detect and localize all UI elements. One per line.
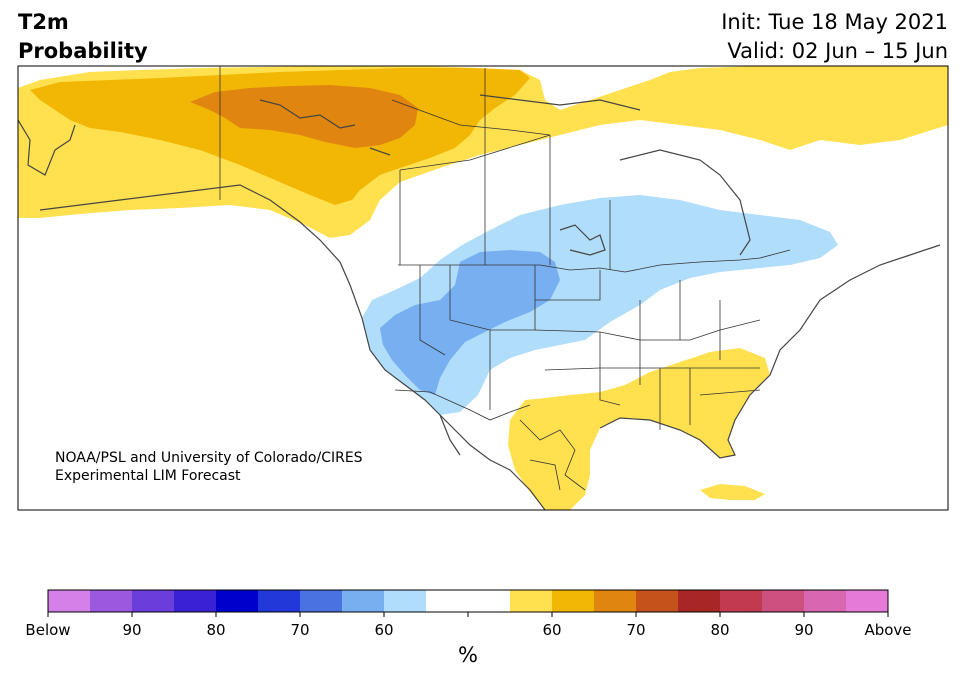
colorbar-ticks: Below 90 80 70 60 60 70 80 90 Above (25, 612, 912, 639)
colorbar-tick-label: 60 (374, 621, 393, 639)
variable-label: T2m (18, 10, 69, 34)
colorbar-swatch (636, 590, 679, 612)
colorbar-swatch (846, 590, 889, 612)
product-label: Probability (18, 39, 148, 63)
colorbar-swatch (90, 590, 133, 612)
above-normal-region-caribbean (700, 484, 765, 500)
colorbar-swatch (132, 590, 175, 612)
colorbar-tick-label: Below (25, 621, 70, 639)
colorbar-swatch (300, 590, 343, 612)
above-normal-region-greenland (830, 66, 948, 128)
data-credit: NOAA/PSL and University of Colorado/CIRE… (55, 449, 363, 485)
valid-range: Valid: 02 Jun – 15 Jun (727, 39, 948, 63)
political-boundaries (219, 66, 791, 491)
colorbar-tick-label: 60 (542, 621, 561, 639)
colorbar-tick-label: 90 (794, 621, 813, 639)
probability-map (17, 65, 949, 511)
colorbar-tick-label: 90 (122, 621, 141, 639)
colorbar-swatch (258, 590, 301, 612)
credit-line-2: Experimental LIM Forecast (55, 468, 241, 484)
colorbar-tick-label: Above (864, 621, 911, 639)
colorbar-tick-label: 80 (710, 621, 729, 639)
colorbar-swatch (384, 590, 427, 612)
colorbar-tick-label: 70 (626, 621, 645, 639)
colorbar-swatch (426, 590, 469, 612)
above-normal-region-northwest-dark (190, 85, 418, 148)
colorbar: Below 90 80 70 60 60 70 80 90 Above (25, 589, 912, 639)
above-normal-region-southeast (508, 348, 770, 510)
colorbar-swatch (678, 590, 721, 612)
colorbar-swatch (594, 590, 637, 612)
colorbar-swatch (342, 590, 385, 612)
colorbar-swatch (510, 590, 553, 612)
below-normal-region-light (362, 195, 838, 415)
below-normal-region-medium (380, 250, 560, 395)
colorbar-swatch (174, 590, 217, 612)
init-date: Init: Tue 18 May 2021 (721, 10, 948, 34)
colorbar-unit: % (458, 643, 478, 667)
colorbar-swatch (762, 590, 805, 612)
map-frame (17, 65, 949, 511)
colorbar-swatch (468, 590, 511, 612)
colorbar-swatch (48, 590, 91, 612)
colorbar-swatch (216, 590, 259, 612)
colorbar-swatches (48, 590, 889, 612)
colorbar-swatch (552, 590, 595, 612)
forecast-dates: Init: Tue 18 May 2021 Valid: 02 Jun – 15… (721, 8, 948, 66)
coastlines (18, 94, 941, 510)
colorbar-tick-label: 70 (290, 621, 309, 639)
colorbar-swatch (720, 590, 763, 612)
map-title: T2m Probability (18, 8, 148, 66)
colorbar-tick-label: 80 (206, 621, 225, 639)
credit-line-1: NOAA/PSL and University of Colorado/CIRE… (55, 450, 363, 466)
colorbar-swatch (804, 590, 847, 612)
